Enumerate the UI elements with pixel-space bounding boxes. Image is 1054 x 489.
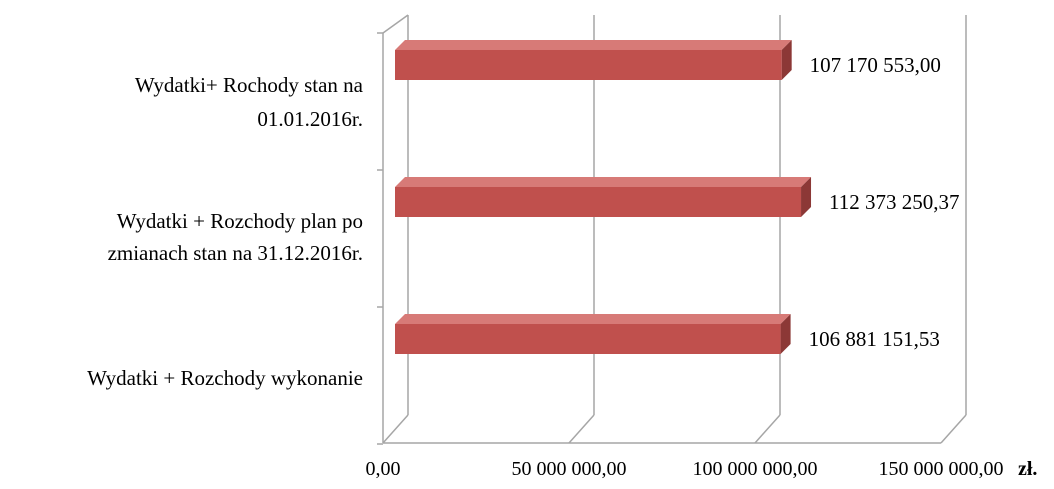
bar [395, 40, 792, 80]
data-label: 106 881 151,53 [809, 327, 940, 351]
labels-layer: 107 170 553,00 112 373 250,37 106 881 151,… [87, 53, 1003, 480]
x-tick-label: 50 000 000,00 [512, 458, 627, 480]
gridline-floor [754, 414, 781, 444]
category-label: Wydatki + Rozchody wykonanie [87, 366, 363, 390]
bar-side-face [780, 314, 791, 354]
bar-front-face [395, 50, 782, 80]
x-axis-unit-label: zł. [1018, 458, 1037, 480]
category-label-line: zmianach stan na 31.12.2016r. [108, 241, 363, 265]
category-label-line: Wydatki+ Rochody stan na [135, 73, 364, 97]
bar-side-face [801, 177, 812, 217]
category-label-line: Wydatki + Rozchody plan po [117, 209, 363, 233]
gridline-floor [568, 414, 595, 444]
bar-front-face [395, 324, 781, 354]
bar-front-face [395, 187, 802, 217]
gridline-floor [940, 414, 967, 444]
bar [395, 177, 812, 217]
bars-layer [395, 40, 812, 354]
bar-side-face [781, 40, 792, 80]
category-label-line: 01.01.2016r. [257, 107, 363, 131]
x-tick-label: 100 000 000,00 [693, 458, 818, 480]
side-wall-top [382, 14, 409, 34]
x-tick-label: 150 000 000,00 [879, 458, 1004, 480]
bar-top-face [395, 177, 812, 187]
bar-top-face [395, 314, 791, 324]
category-label: Wydatki + Rozchody plan po zmianach stan … [108, 209, 363, 265]
bar [395, 314, 791, 354]
category-label-line: Wydatki + Rozchody wykonanie [87, 366, 363, 390]
category-label: Wydatki+ Rochody stan na 01.01.2016r. [135, 73, 364, 131]
data-label: 112 373 250,37 [829, 190, 959, 214]
x-tick-label: 0,00 [366, 458, 401, 480]
bar-top-face [395, 40, 792, 50]
data-label: 107 170 553,00 [810, 53, 941, 77]
gridline-floor [382, 414, 409, 444]
